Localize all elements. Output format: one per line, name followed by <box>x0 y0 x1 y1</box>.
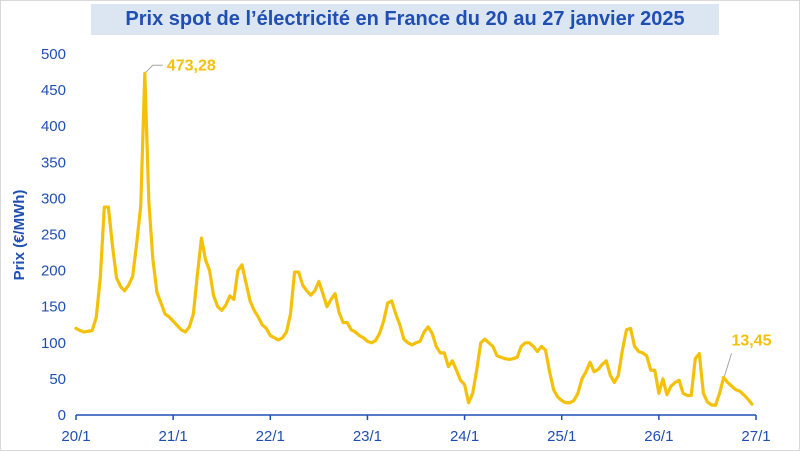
chart-title-box: Prix spot de l’électricité en France du … <box>91 4 719 35</box>
x-tick-label: 26/1 <box>644 428 673 445</box>
y-tick-label: 150 <box>41 299 66 316</box>
y-axis-label: Prix (€/MWh) <box>11 190 28 281</box>
y-tick-label: 300 <box>41 190 66 207</box>
annotation-label: 13,45 <box>732 332 772 349</box>
y-tick-label: 200 <box>41 263 66 280</box>
x-tick-label: 21/1 <box>159 428 188 445</box>
annotation-leader <box>144 64 163 74</box>
annotations: 473,28 13,45 <box>167 57 772 349</box>
y-tick-label: 450 <box>41 82 66 99</box>
x-tick-label: 25/1 <box>547 428 576 445</box>
x-tick-label: 22/1 <box>256 428 285 445</box>
y-tick-label: 250 <box>41 227 66 244</box>
price-series-line <box>74 71 754 407</box>
y-tick-label: 400 <box>41 118 66 135</box>
x-tick-label: 27/1 <box>741 428 770 445</box>
chart-title: Prix spot de l’électricité en France du … <box>125 8 685 30</box>
x-tick-label: 24/1 <box>450 428 479 445</box>
y-tick-label: 100 <box>41 335 66 352</box>
annotation-label: 473,28 <box>167 57 216 74</box>
y-tick-label: 50 <box>49 371 66 388</box>
x-tick-label: 20/1 <box>61 428 90 445</box>
x-axis-ticks: 20/1 21/1 22/1 23/1 24/1 25/1 26/1 27/1 <box>61 415 771 445</box>
y-tick-label: 500 <box>41 46 66 63</box>
x-tick-label: 23/1 <box>353 428 382 445</box>
y-axis-ticks: 0 50 100 150 200 250 300 350 400 450 500 <box>41 46 66 424</box>
y-tick-label: 0 <box>58 407 66 424</box>
y-tick-label: 350 <box>41 154 66 171</box>
